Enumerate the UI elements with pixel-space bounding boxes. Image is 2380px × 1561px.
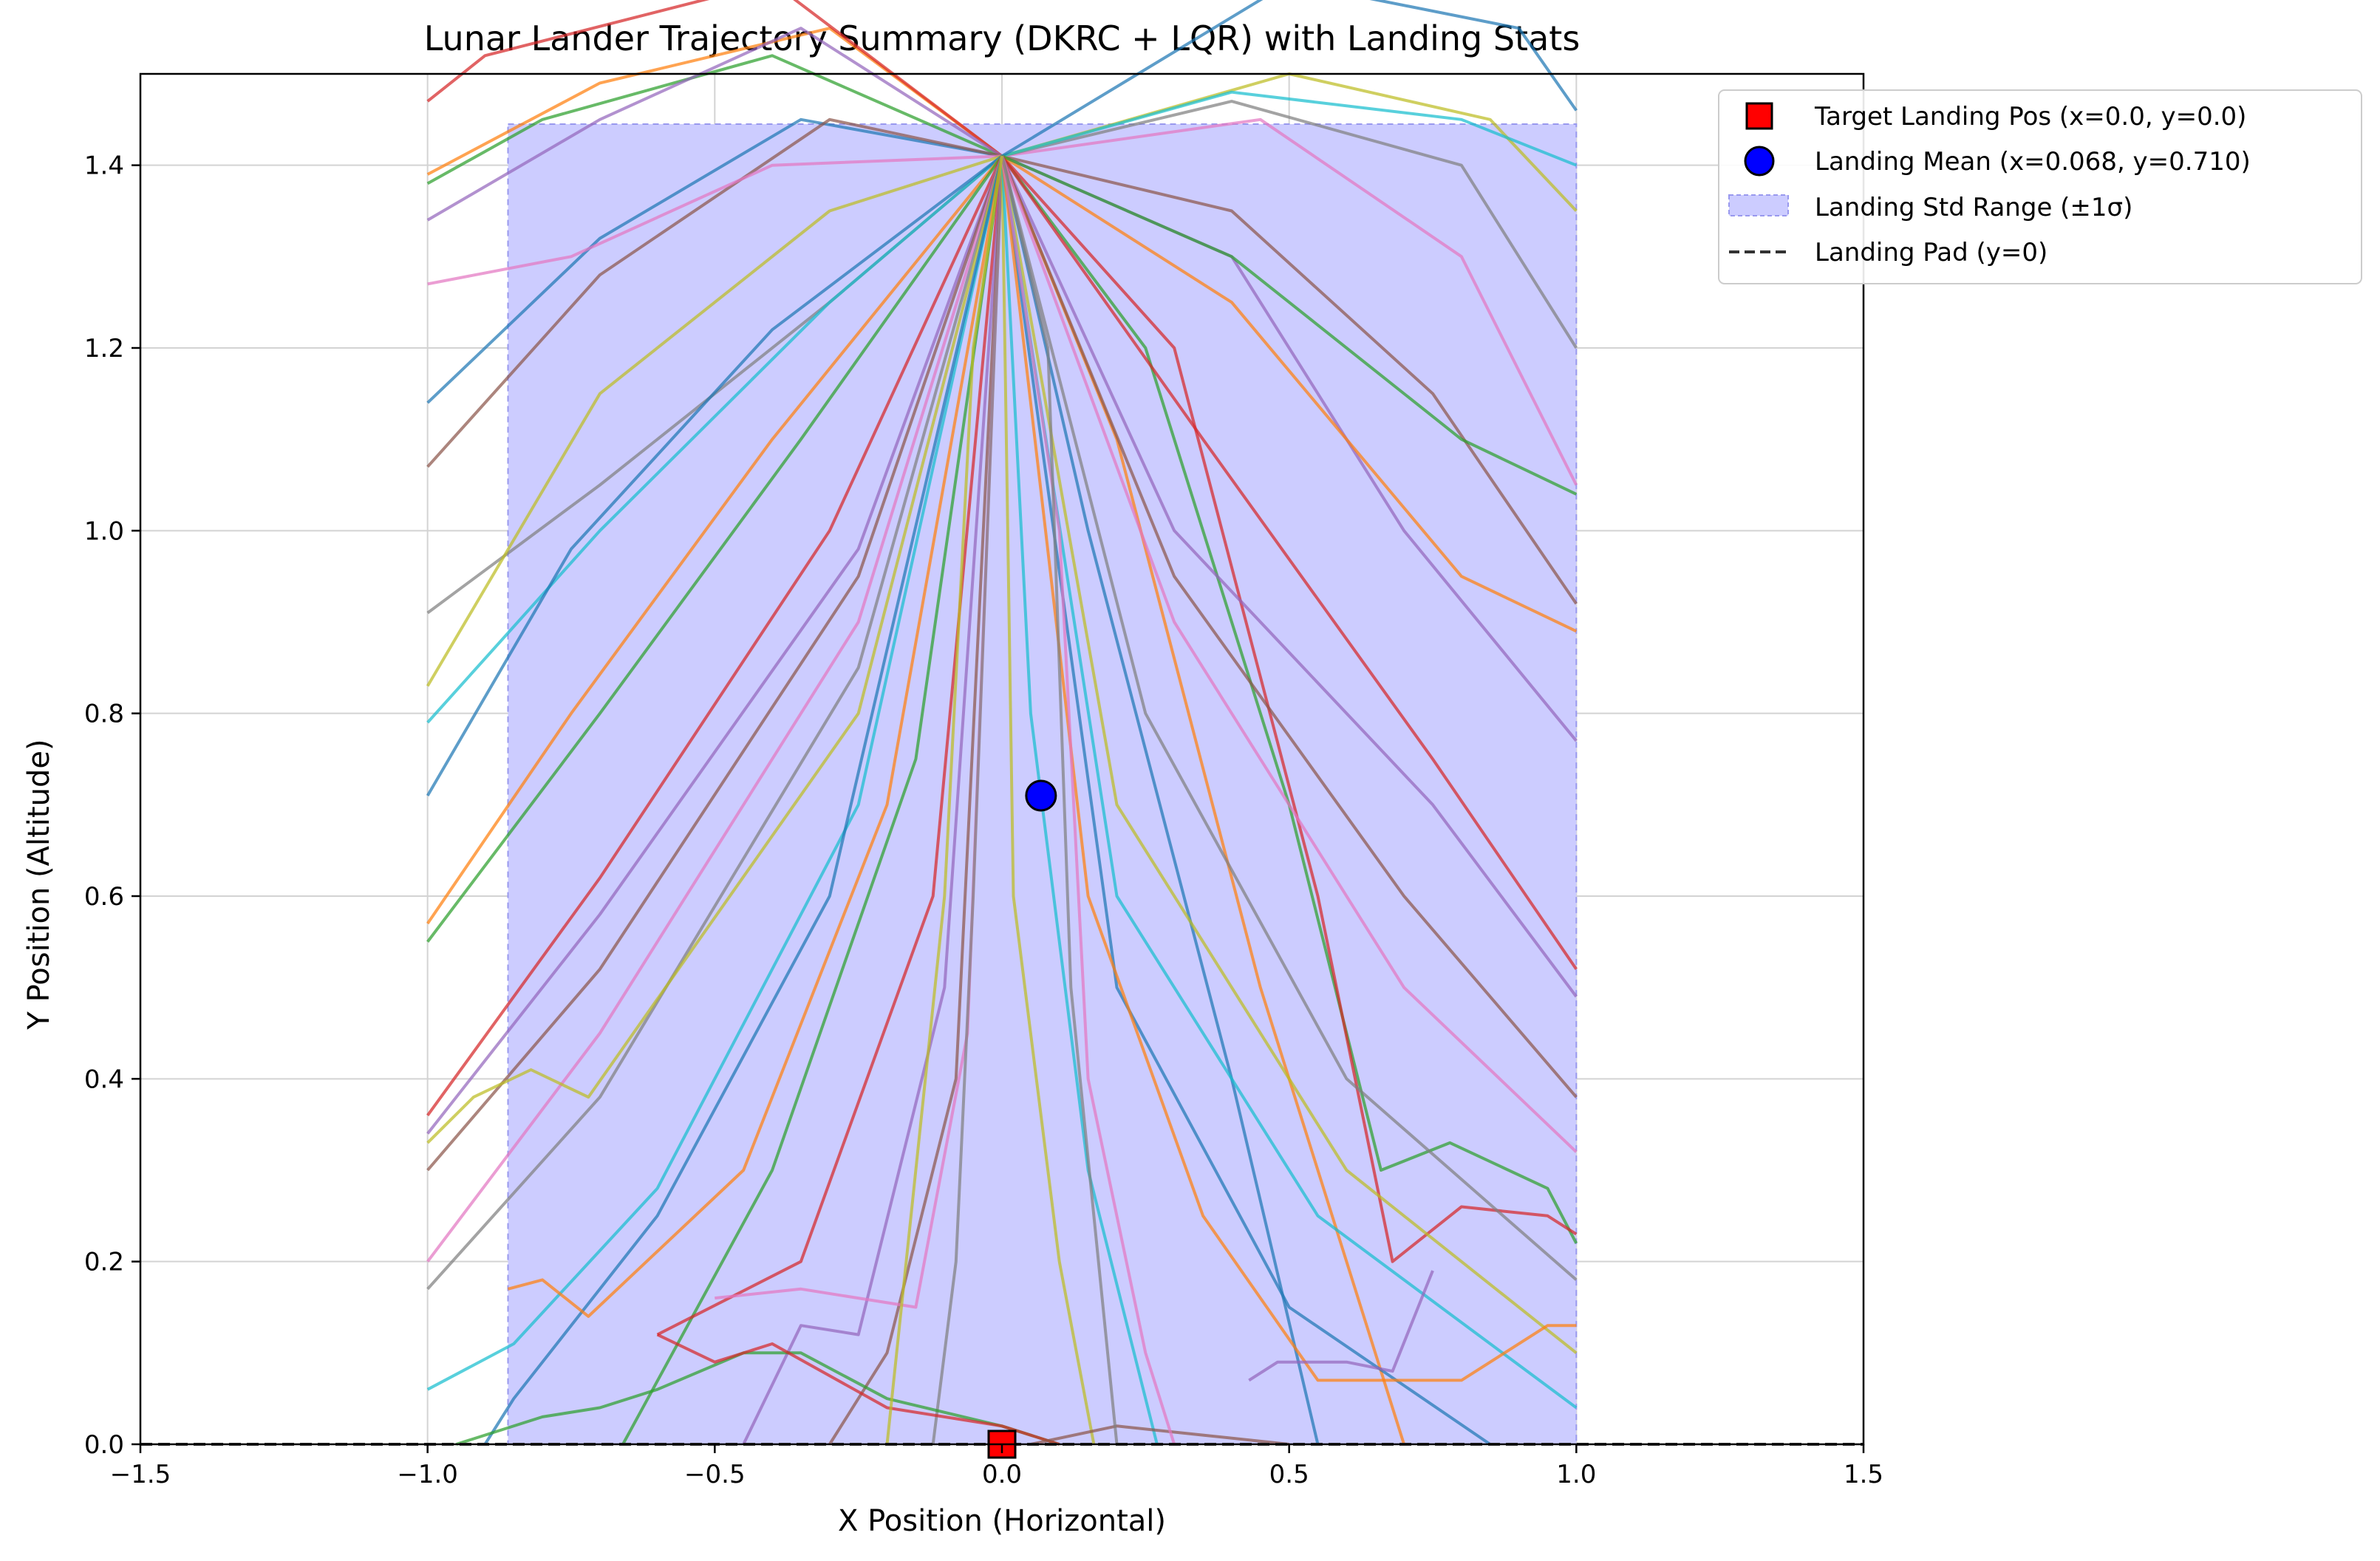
trajectory-line	[1000, 155, 1119, 1445]
legend: Target Landing Pos (x=0.0, y=0.0) Landin…	[1718, 89, 2362, 284]
trajectory-line	[656, 1333, 1060, 1446]
trajectory-line	[1001, 117, 1578, 486]
trajectory-line	[1000, 155, 1176, 1445]
trajectory-line	[426, 154, 1003, 724]
trajectory-line	[426, 155, 1003, 1172]
trajectory-series	[426, 0, 1578, 1446]
trajectory-line	[1000, 155, 1578, 1244]
legend-mean-circle-icon	[1744, 146, 1775, 177]
trajectory-line	[426, 155, 1003, 1144]
trajectory-line	[1000, 155, 1578, 1153]
legend-std-label: Landing Std Range (±1σ)	[1815, 193, 2132, 222]
legend-std-patch-icon	[1728, 194, 1789, 216]
x-tick-label: −0.5	[684, 1460, 746, 1489]
trajectory-line	[426, 155, 1003, 943]
trajectory-line	[656, 156, 1003, 1336]
trajectory-line	[1001, 90, 1578, 167]
x-tick-label: −1.5	[110, 1460, 171, 1489]
trajectory-line	[1000, 154, 1578, 1263]
trajectory-line	[1000, 155, 1578, 971]
legend-pad-label: Landing Pad (y=0)	[1815, 238, 2047, 267]
trajectory-line	[885, 156, 1003, 1445]
y-tick-label: 0.2	[84, 1248, 124, 1277]
x-tick-label: 1.0	[1556, 1460, 1596, 1489]
trajectory-line	[426, 155, 1003, 1291]
legend-mean-label: Landing Mean (x=0.068, y=0.710)	[1815, 147, 2251, 177]
trajectory-line	[1000, 156, 1491, 1446]
trajectory-line	[1030, 1424, 1289, 1446]
trajectory-line	[1001, 154, 1578, 496]
y-tick-label: 0.8	[84, 700, 124, 729]
y-tick-label: 1.2	[84, 334, 124, 363]
trajectory-line	[483, 155, 1003, 1446]
x-axis-label: X Position (Horizontal)	[838, 1504, 1166, 1538]
trajectory-line	[1001, 100, 1578, 349]
trajectory-line	[742, 156, 1003, 1445]
trajectory-line	[1000, 155, 1320, 1445]
trajectory-line	[1000, 155, 1578, 998]
trajectory-line	[507, 155, 1003, 1318]
landing-mean-marker	[1025, 779, 1057, 812]
trajectory-line	[426, 155, 1003, 1135]
y-axis-ticks: 0.0 0.2 0.4 0.6 0.8 1.0 1.2 1.4	[84, 151, 140, 1460]
y-axis-label: Y Position (Altitude)	[22, 739, 56, 1030]
trajectory-line	[1001, 154, 1578, 605]
trajectory-line	[1000, 0, 1578, 158]
trajectory-line	[426, 0, 1003, 157]
trajectory-line	[427, 154, 1003, 286]
trajectory-line	[426, 154, 1003, 687]
y-tick-label: 1.0	[84, 516, 124, 546]
trajectory-line	[426, 155, 1003, 1116]
trajectory-line	[931, 156, 1003, 1445]
trajectory-line	[426, 155, 1003, 1263]
trajectory-line	[1000, 156, 1159, 1445]
trajectory-line	[426, 155, 1003, 925]
x-tick-label: −1.0	[397, 1460, 458, 1489]
legend-target-square-icon	[1745, 102, 1773, 130]
legend-target-label: Target Landing Pos (x=0.0, y=0.0)	[1814, 102, 2246, 131]
trajectory-line	[426, 54, 1003, 185]
trajectory-line	[1000, 156, 1577, 1382]
trajectory-line	[426, 117, 1003, 468]
x-tick-label: 0.0	[982, 1460, 1022, 1489]
trajectory-line	[426, 117, 1003, 404]
trajectory-line	[828, 156, 1003, 1446]
x-tick-label: 1.5	[1844, 1460, 1883, 1489]
y-tick-label: 1.4	[84, 151, 124, 181]
trajectory-line	[1248, 1270, 1434, 1382]
legend-box	[1718, 89, 2362, 284]
trajectory-line	[426, 154, 1003, 797]
x-tick-label: 0.5	[1269, 1460, 1309, 1489]
trajectory-line	[621, 156, 1003, 1445]
trajectory-line	[1000, 156, 1096, 1445]
trajectory-line	[1000, 155, 1578, 1099]
trajectory-line	[426, 155, 1003, 1391]
trajectory-line	[1000, 155, 1578, 1281]
trajectory-line	[1000, 155, 1578, 1354]
x-axis-ticks: −1.5 −1.0 −0.5 0.0 0.5 1.0 1.5	[110, 1444, 1883, 1489]
y-tick-label: 0.4	[84, 1065, 124, 1094]
chart-title: Lunar Lander Trajectory Summary (DKRC + …	[424, 18, 1581, 58]
y-tick-label: 0.6	[84, 882, 124, 912]
y-tick-label: 0.0	[84, 1430, 124, 1460]
trajectory-line	[1000, 154, 1578, 633]
